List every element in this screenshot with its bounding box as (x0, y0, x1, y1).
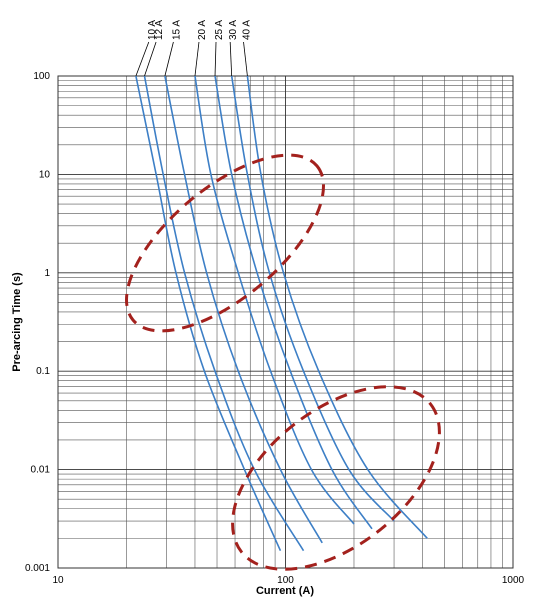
y-tick-label: 100 (33, 71, 50, 82)
y-tick-label: 10 (39, 169, 51, 180)
y-tick-label: 0.01 (31, 465, 51, 476)
label-leader (243, 41, 248, 77)
series-label: 40 A (242, 20, 253, 40)
highlight-ellipse (125, 153, 325, 333)
label-leader (135, 41, 150, 77)
series-label: 15 A (171, 20, 182, 40)
y-tick-label: 0.001 (25, 563, 50, 574)
x-tick-label: 100 (277, 575, 294, 586)
y-axis-label: Pre-arcing Time (s) (11, 272, 23, 372)
label-leader (214, 41, 217, 77)
series-label: 12 A (154, 20, 165, 40)
highlight-ellipse (231, 385, 441, 571)
y-tick-label: 1 (44, 268, 50, 279)
series-label: 20 A (197, 20, 208, 40)
series-line (230, 75, 395, 522)
series-label: 25 A (214, 20, 225, 40)
label-leader (144, 41, 157, 77)
series-line (194, 75, 355, 525)
label-leader (194, 41, 200, 77)
x-tick-label: 1000 (502, 575, 525, 586)
x-tick-label: 10 (52, 575, 64, 586)
series-line (214, 75, 373, 530)
label-leader (164, 41, 174, 77)
y-tick-label: 0.1 (36, 366, 50, 377)
series-line (135, 75, 282, 551)
series-label: 30 A (228, 20, 239, 40)
label-leader (229, 41, 233, 77)
series-label: 10 A (147, 20, 158, 40)
x-axis-label: Current (A) (256, 585, 314, 597)
series-line (143, 75, 305, 552)
series-line (164, 75, 323, 544)
series-line (246, 75, 428, 539)
